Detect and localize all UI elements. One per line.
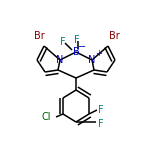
Text: B: B xyxy=(73,47,79,57)
Text: N: N xyxy=(56,55,64,65)
Text: N: N xyxy=(88,55,96,65)
Text: F: F xyxy=(74,35,80,45)
Text: F: F xyxy=(98,105,104,115)
Text: Cl: Cl xyxy=(41,112,51,122)
Text: F: F xyxy=(98,119,104,129)
Text: Br: Br xyxy=(109,31,119,41)
Text: +: + xyxy=(96,50,102,59)
Text: Br: Br xyxy=(34,31,44,41)
Text: F: F xyxy=(60,37,66,47)
Text: −: − xyxy=(78,42,86,52)
